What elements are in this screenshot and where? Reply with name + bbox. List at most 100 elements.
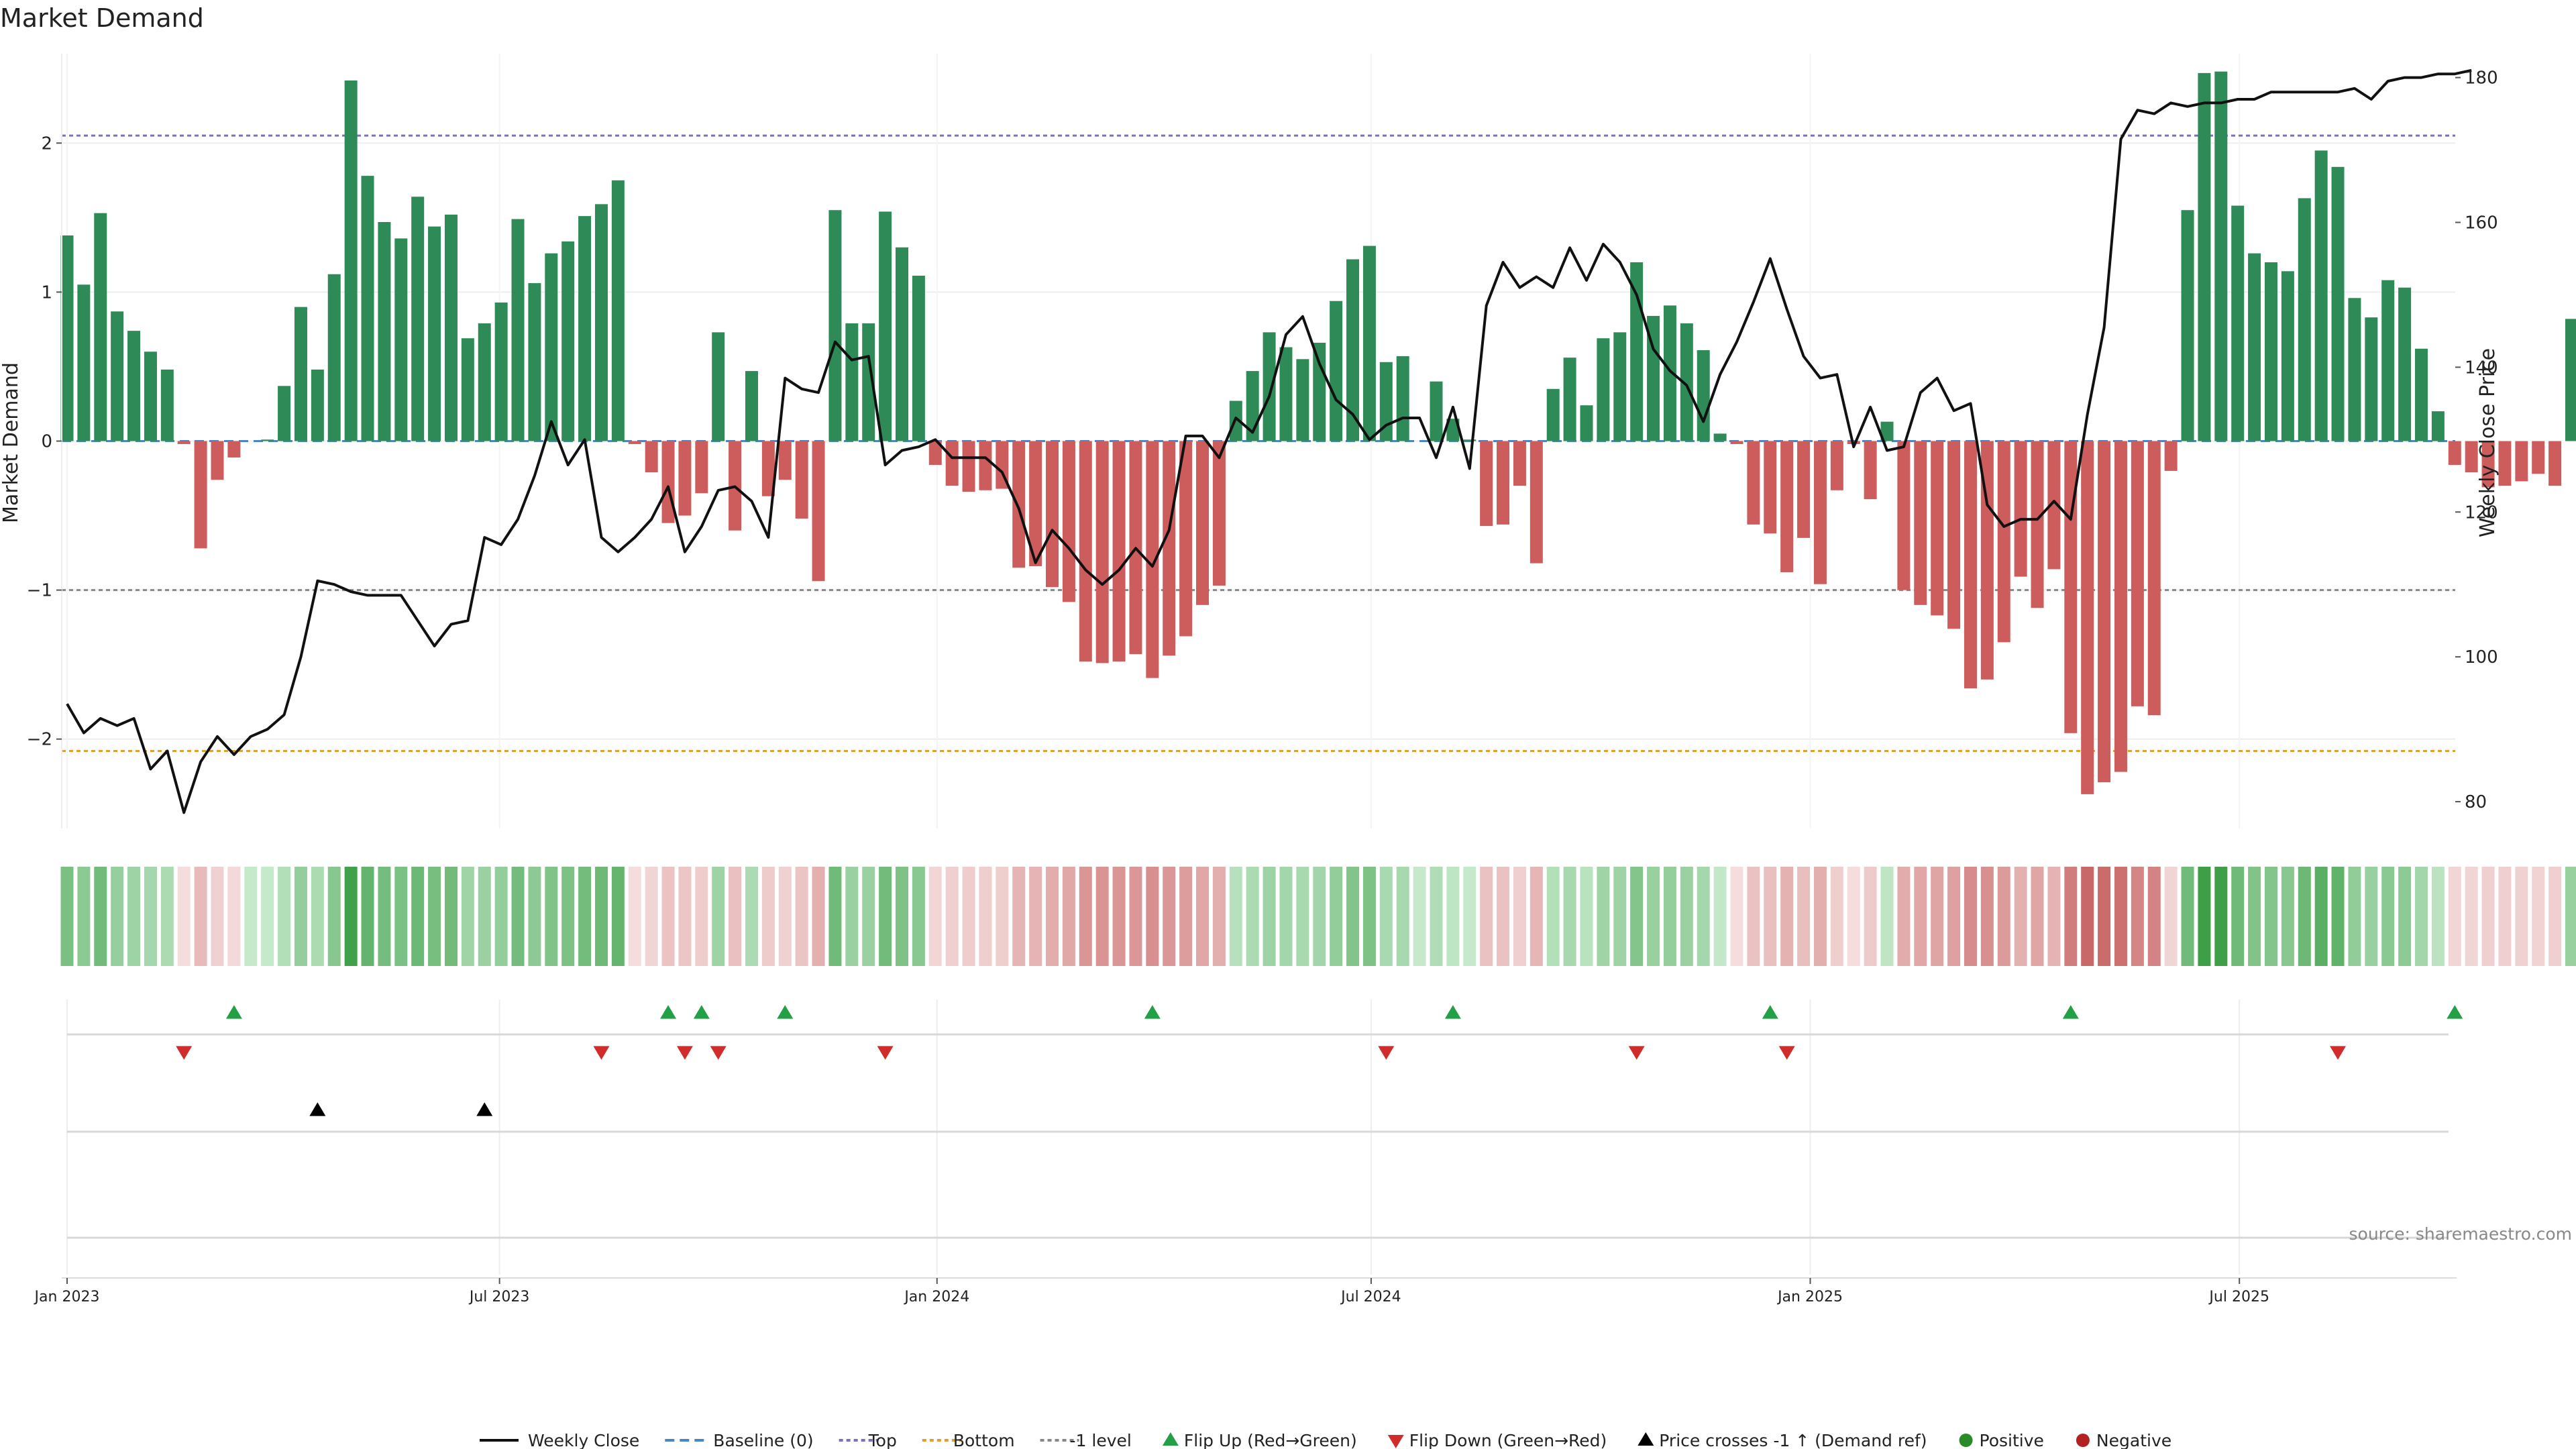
heat-cell-104 <box>1797 867 1811 966</box>
heat-cell-116 <box>1997 867 2010 966</box>
heat-cell-149 <box>2548 867 2562 966</box>
demand-bar-79 <box>1379 362 1393 441</box>
heat-cell-55 <box>979 867 992 966</box>
flip-down-marker-2 <box>676 1046 693 1060</box>
legend-flipdown-swatch <box>1387 1435 1404 1448</box>
demand-bar-32 <box>594 204 608 441</box>
demand-bar-150 <box>2565 319 2576 441</box>
legend-positive-swatch <box>1959 1434 1973 1447</box>
demand-bar-111 <box>1914 441 1927 605</box>
heat-cell-30 <box>561 867 575 966</box>
demand-bar-21 <box>411 197 425 441</box>
demand-bar-82 <box>1430 381 1443 441</box>
legend-negative-label: Negative <box>2096 1431 2171 1449</box>
demand-bar-50 <box>896 247 908 441</box>
heat-cell-66 <box>1163 867 1176 966</box>
heat-cell-92 <box>1597 867 1610 966</box>
demand-bar-127 <box>2181 210 2194 441</box>
demand-bar-108 <box>1864 441 1877 500</box>
demand-bar-60 <box>1062 441 1075 602</box>
flip-down-marker-8 <box>2330 1046 2347 1060</box>
heat-cell-41 <box>745 867 758 966</box>
heat-cell-6 <box>160 867 174 966</box>
axes: 2 1 0 −1 −2 180 160 140 120 100 80 <box>27 54 2498 828</box>
heat-cell-46 <box>828 867 842 966</box>
legend-price-label: Weekly Close <box>528 1431 639 1449</box>
heat-cell-44 <box>795 867 808 966</box>
y2-tick-label-0: 180 <box>2465 68 2498 89</box>
demand-bar-51 <box>912 275 925 441</box>
legend-cross-label: Price crosses -1 ↑ (Demand ref) <box>1659 1431 1927 1449</box>
x-tick-label-2: Jan 2024 <box>903 1289 969 1305</box>
heat-cell-42 <box>761 867 775 966</box>
demand-bar-87 <box>1513 441 1526 486</box>
heat-cell-127 <box>2181 867 2194 966</box>
heat-cell-136 <box>2331 867 2345 966</box>
demand-bar-76 <box>1330 301 1343 441</box>
demand-bar-147 <box>2515 441 2528 482</box>
demand-bar-97 <box>1680 323 1693 441</box>
demand-bar-43 <box>778 441 792 480</box>
heat-cell-112 <box>1931 867 1944 966</box>
heat-cell-13 <box>278 867 291 966</box>
flip-down-marker-0 <box>176 1046 193 1060</box>
demand-bar-80 <box>1396 356 1409 441</box>
heat-cell-144 <box>2465 867 2478 966</box>
legend-baseline-label: Baseline (0) <box>713 1431 813 1449</box>
demand-bar-36 <box>661 441 675 523</box>
demand-bar-101 <box>1747 441 1760 525</box>
demand-bar-99 <box>1713 433 1727 441</box>
legend-minus1-label: -1 level <box>1070 1431 1132 1449</box>
demand-bar-44 <box>795 441 808 519</box>
demand-bar-62 <box>1095 441 1109 663</box>
demand-bar-85 <box>1480 441 1493 527</box>
demand-bar-121 <box>2081 441 2094 794</box>
y2-tick-label-3: 120 <box>2465 502 2498 523</box>
heat-cell-88 <box>1529 867 1543 966</box>
demand-bar-114 <box>1964 441 1977 689</box>
heat-cell-28 <box>528 867 541 966</box>
heat-cell-128 <box>2198 867 2211 966</box>
heat-cell-62 <box>1095 867 1109 966</box>
demand-bar-102 <box>1764 441 1777 534</box>
heat-cell-31 <box>578 867 592 966</box>
demand-bar-67 <box>1179 441 1193 637</box>
heat-cell-133 <box>2281 867 2294 966</box>
heat-cell-106 <box>1830 867 1843 966</box>
demand-heat-strip <box>60 867 2576 966</box>
heat-cell-61 <box>1079 867 1092 966</box>
heat-cell-26 <box>494 867 508 966</box>
heat-cell-76 <box>1330 867 1343 966</box>
flip-down-marker-1 <box>593 1046 610 1060</box>
heat-cell-5 <box>144 867 157 966</box>
demand-bar-9 <box>211 441 224 480</box>
demand-bar-135 <box>2314 150 2328 441</box>
heat-cell-21 <box>411 867 425 966</box>
heat-cell-33 <box>611 867 625 966</box>
y-tick-label-4: −2 <box>27 730 52 750</box>
demand-bar-78 <box>1362 246 1376 441</box>
y-tick-label-3: −1 <box>27 581 52 601</box>
heat-cell-14 <box>294 867 307 966</box>
heat-cell-75 <box>1313 867 1326 966</box>
demand-bar-0 <box>60 235 74 441</box>
demand-bar-139 <box>2381 280 2395 441</box>
heat-cell-19 <box>378 867 391 966</box>
heat-cell-131 <box>2248 867 2261 966</box>
heat-cell-57 <box>1012 867 1026 966</box>
heat-cell-130 <box>2231 867 2245 966</box>
heat-cell-17 <box>344 867 358 966</box>
heat-cell-18 <box>361 867 374 966</box>
demand-bar-22 <box>428 226 441 441</box>
heat-cell-27 <box>511 867 525 966</box>
heat-cell-143 <box>2448 867 2461 966</box>
heat-cell-135 <box>2314 867 2328 966</box>
flip-up-marker-7 <box>2062 1005 2079 1019</box>
heat-cell-32 <box>594 867 608 966</box>
demand-bar-119 <box>2047 441 2061 570</box>
demand-bar-126 <box>2164 441 2178 471</box>
demand-bar-128 <box>2198 72 2211 441</box>
source-note: source: sharemaestro.com <box>2349 1224 2573 1244</box>
heat-cell-91 <box>1580 867 1593 966</box>
